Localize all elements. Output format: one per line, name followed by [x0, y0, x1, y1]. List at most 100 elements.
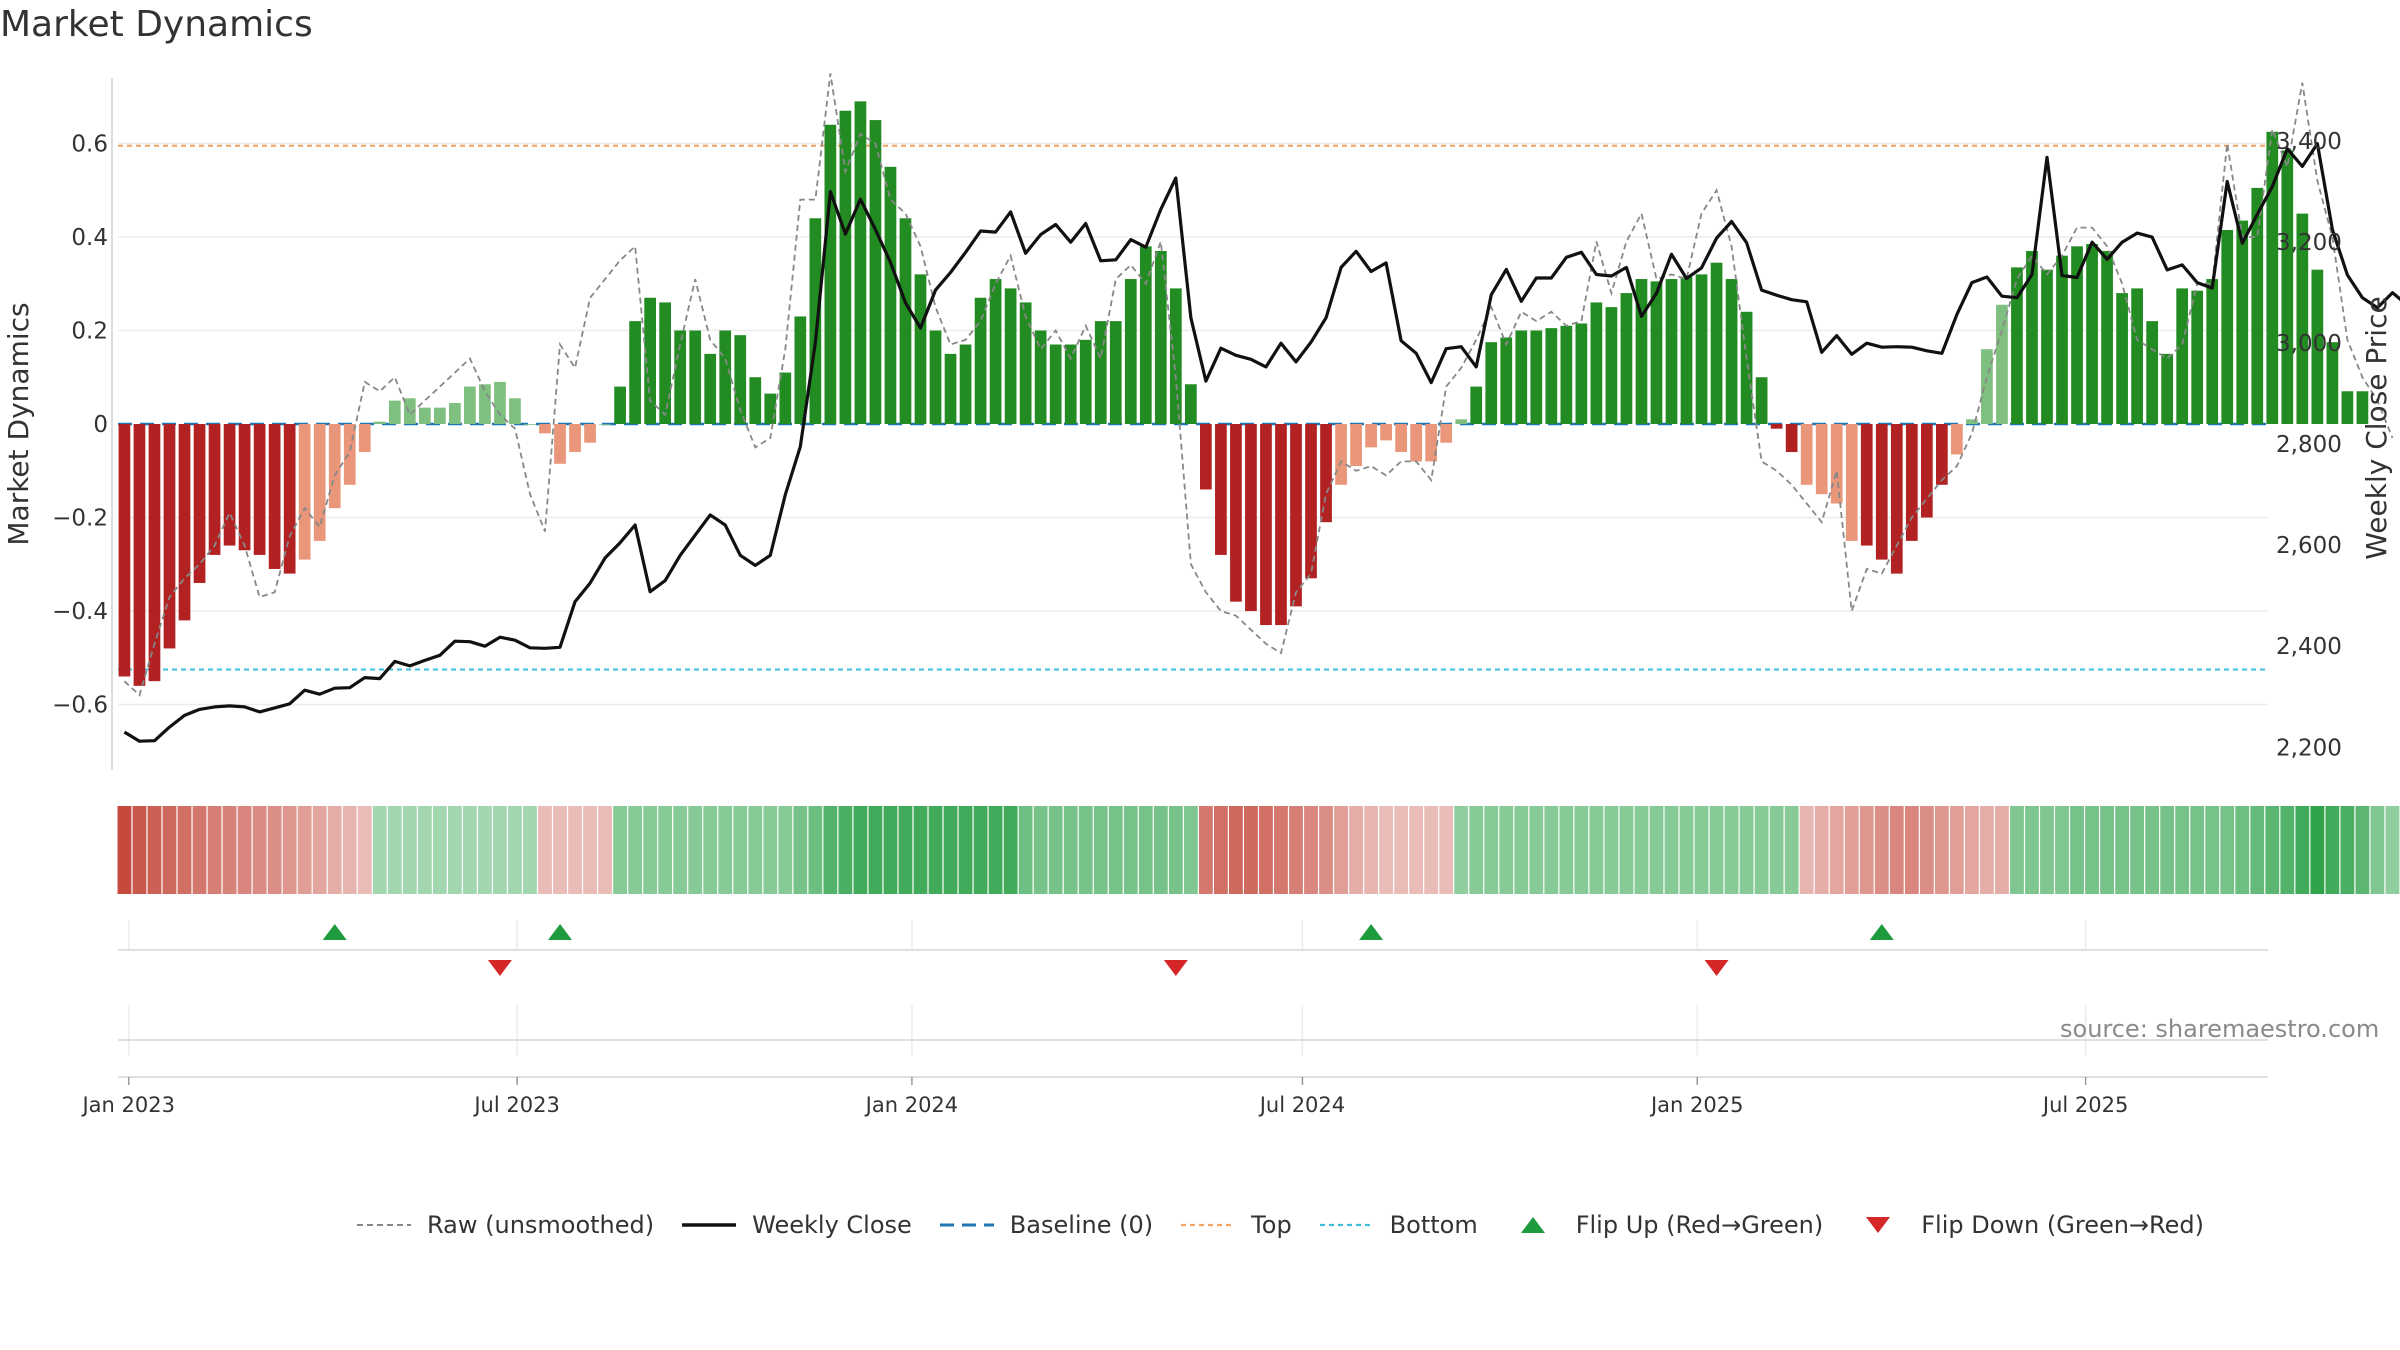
regime-cell	[1379, 806, 1394, 894]
dynamics-bar	[1169, 288, 1182, 424]
dynamics-bar	[449, 402, 461, 424]
legend-triangle	[1866, 1217, 1891, 1233]
dynamics-bar	[133, 424, 146, 686]
dynamics-bar	[2251, 187, 2264, 424]
dynamics-bar	[433, 407, 446, 424]
dynamics-bar	[2161, 353, 2174, 424]
regime-cell	[1844, 806, 1859, 894]
regime-cell	[1003, 806, 1018, 894]
dynamics-bar	[1920, 424, 1933, 518]
dynamics-bar	[2146, 321, 2158, 424]
regime-cell	[1694, 806, 1709, 894]
regime-cell	[733, 806, 748, 894]
regime-cell	[432, 806, 447, 894]
regime-cell	[1244, 806, 1258, 894]
regime-cell	[1949, 806, 1964, 894]
regime-cell	[1995, 806, 2009, 894]
dynamics-bar	[1650, 281, 1663, 424]
dynamics-bar	[163, 424, 176, 649]
flip-up-marker	[1869, 924, 1894, 940]
regime-cell	[1604, 806, 1619, 894]
regime-cell	[1304, 806, 1318, 894]
regime-cell	[1334, 806, 1348, 894]
regime-cell	[1874, 806, 1889, 894]
dynamics-bar	[2206, 279, 2219, 424]
legend-item-bottom: Bottom	[1318, 1211, 1478, 1239]
regime-cell	[372, 806, 387, 894]
close-series	[123, 142, 2400, 743]
dynamics-bar	[1905, 424, 1918, 541]
dynamics-bar	[1890, 424, 1903, 574]
dynamics-bar	[614, 386, 626, 424]
y-left-tick-label: 0.6	[71, 131, 108, 157]
legend-item-raw: Raw (unsmoothed)	[355, 1211, 654, 1239]
legend-triangle	[1520, 1217, 1545, 1233]
regime-cell	[1409, 806, 1424, 894]
regime-cell	[2085, 806, 2099, 894]
dynamics-bar	[1365, 424, 1377, 448]
regime-cell	[958, 806, 973, 894]
dynamics-bar	[554, 424, 566, 464]
dynamics-bar	[2116, 293, 2128, 424]
dynamics-bar	[1725, 279, 1738, 424]
regime-cell	[1048, 806, 1063, 894]
dynamics-bar	[509, 398, 521, 424]
regime-cell	[1138, 806, 1153, 894]
dynamics-bar	[464, 386, 476, 424]
dynamics-bar	[1275, 424, 1287, 626]
regime-cell	[252, 806, 267, 894]
dynamics-bar	[2056, 255, 2068, 424]
dynamics-bar	[2236, 220, 2249, 424]
regime-cell	[2205, 806, 2220, 894]
dynamics-bar	[1785, 424, 1798, 453]
legend-label: Baseline (0)	[1009, 1211, 1154, 1239]
regime-cell	[613, 806, 628, 894]
dynamics-bar	[869, 120, 882, 424]
dynamics-bar	[178, 424, 191, 621]
dynamics-bar	[1620, 293, 1633, 424]
dynamics-bar	[2071, 246, 2083, 424]
dynamics-bar	[193, 424, 206, 583]
chart-title: Market Dynamics	[0, 4, 313, 45]
regime-cell	[898, 806, 913, 894]
dynamics-bar	[854, 101, 867, 424]
x-tick-label: Jul 2025	[2041, 1093, 2128, 1117]
dynamics-bar	[1981, 349, 1993, 424]
dynamics-bar	[1184, 384, 1197, 424]
dynamics-bar	[1395, 424, 1407, 453]
dynamics-bar	[313, 424, 326, 541]
regime-cell	[2175, 806, 2190, 894]
regime-cell	[1724, 806, 1739, 894]
regime-cell	[2295, 806, 2310, 894]
regime-strip	[117, 806, 2400, 894]
legend-label: Bottom	[1389, 1211, 1478, 1239]
regime-cell	[1213, 806, 1228, 894]
dynamics-bar	[2341, 391, 2354, 424]
regime-cell	[1964, 806, 1979, 894]
regime-cell	[1424, 806, 1439, 894]
regime-cell	[508, 806, 522, 894]
regime-cell	[1904, 806, 1919, 894]
legend-label: Weekly Close	[752, 1211, 912, 1239]
dynamics-bar	[1680, 276, 1693, 424]
dynamics-bar	[2221, 229, 2234, 424]
dynamics-bar	[1124, 279, 1137, 424]
y-left-tick-label: 0	[93, 412, 108, 438]
regime-cell	[342, 806, 357, 894]
regime-cell	[417, 806, 432, 894]
legend: Raw (unsmoothed) Weekly Close Baseline (0)…	[355, 1208, 2230, 1242]
regime-cell	[568, 806, 582, 894]
legend-item-flip-up: Flip Up (Red→Green)	[1504, 1211, 1823, 1239]
regime-cell	[598, 806, 612, 894]
dynamics-bars	[118, 101, 2369, 686]
dynamics-bar	[1710, 262, 1723, 424]
dynamics-bar	[2326, 342, 2339, 424]
y-right-tick-label: 2,200	[2276, 735, 2342, 761]
dynamics-bar	[1094, 321, 1107, 424]
regime-cell	[1108, 806, 1123, 894]
dynamics-bar	[1575, 323, 1588, 424]
dynamics-bar	[1951, 424, 1963, 455]
y-right-tick-label: 3,000	[2276, 331, 2342, 357]
regime-cell	[2070, 806, 2084, 894]
dynamics-bar	[539, 424, 551, 434]
